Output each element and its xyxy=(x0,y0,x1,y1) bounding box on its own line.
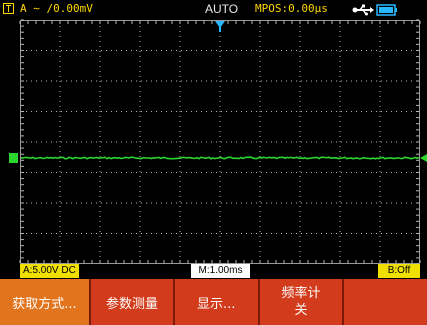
measure-button[interactable]: 参数测量 xyxy=(91,279,175,325)
channel-a-ground-marker xyxy=(9,153,18,163)
timebase-readout: M:1.00ms xyxy=(191,264,250,278)
trigger-position-marker xyxy=(215,21,225,28)
channel-a-status: A:5.00V DC xyxy=(20,264,79,278)
acquire-mode-button[interactable]: 获取方式... xyxy=(0,279,91,325)
status-bar: A ∼ ∕0.00mV AUTO MPOS:0.00μs xyxy=(0,0,427,20)
waveform-grid xyxy=(9,19,427,265)
frequency-counter-label: 频率计 xyxy=(281,286,321,301)
frequency-counter-value: 关 xyxy=(294,303,308,318)
blank-softkey[interactable] xyxy=(344,279,427,325)
softkey-bar: 获取方式... 参数测量 显示... 频率计 关 xyxy=(0,279,427,325)
display-button[interactable]: 显示... xyxy=(175,279,260,325)
usb-icon xyxy=(352,4,374,16)
frequency-counter-button[interactable]: 频率计 关 xyxy=(260,279,344,325)
battery-icon xyxy=(376,4,397,16)
acquisition-mode: AUTO xyxy=(205,2,239,16)
channel-b-status: B:Off xyxy=(378,264,420,278)
mpos-readout: MPOS:0.00μs xyxy=(255,2,328,15)
trigger-level-marker xyxy=(420,154,427,162)
trigger-icon xyxy=(3,3,14,14)
channel-a-trace xyxy=(20,156,420,160)
trigger-info: A ∼ ∕0.00mV xyxy=(20,2,93,15)
